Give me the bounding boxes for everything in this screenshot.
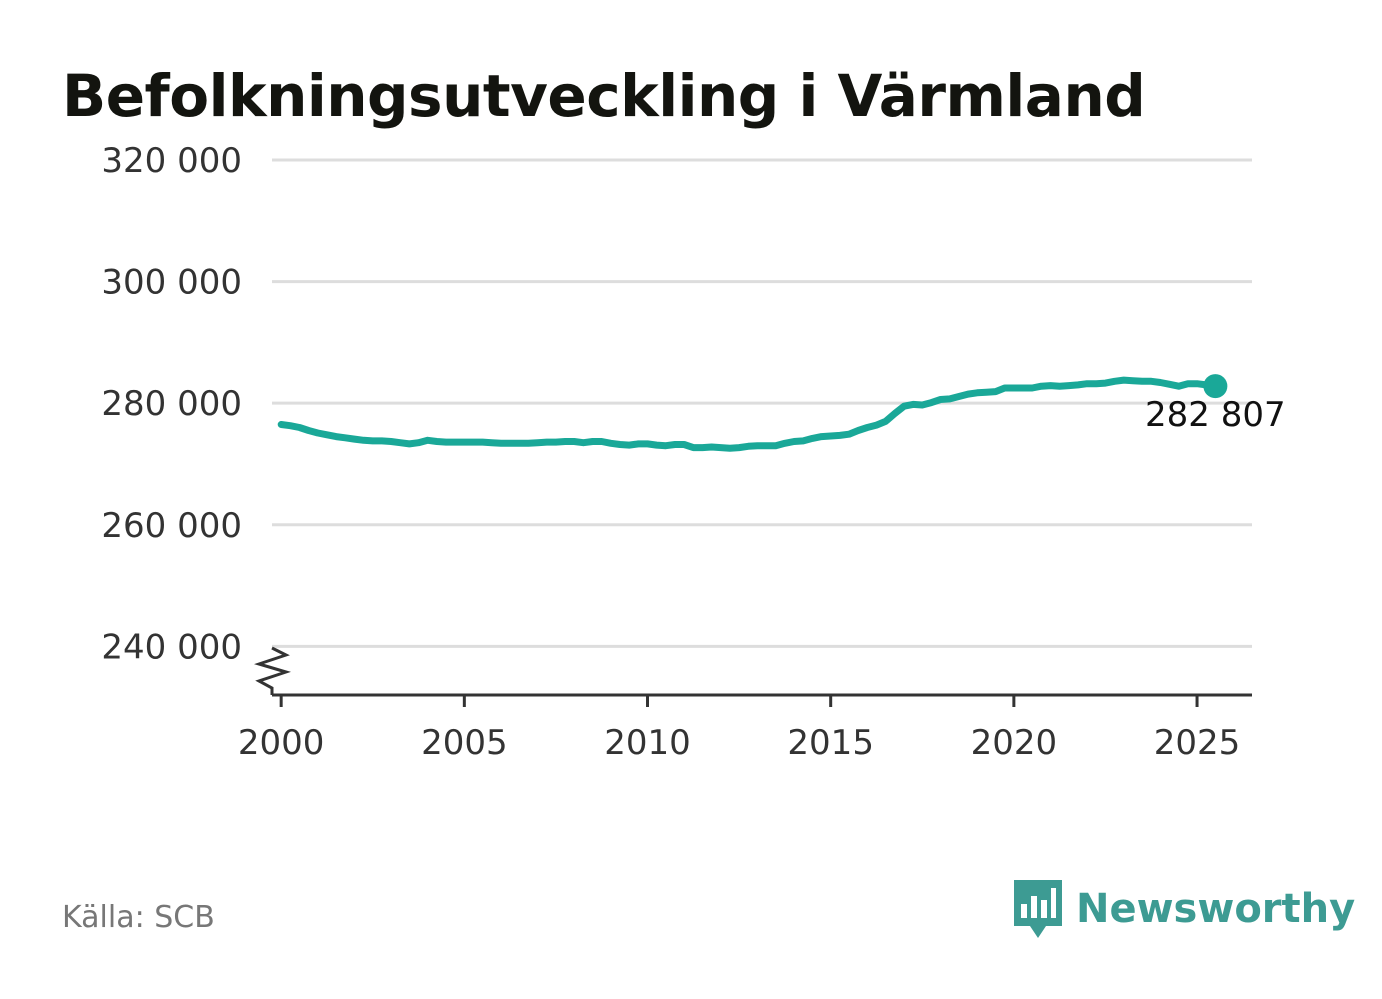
y-tick-label: 280 000 [101,384,242,424]
newsworthy-logo-icon [1014,880,1062,938]
x-tick-label: 2010 [604,723,691,763]
y-tick-label: 260 000 [101,506,242,546]
y-tick-label: 240 000 [101,627,242,667]
series-group [277,374,1228,452]
annotations: 282 807 [1145,395,1286,435]
y-axis-ticks: 240 000 260 000 280 000 300 000 320 000 [101,141,242,667]
x-tick-label: 2025 [1154,723,1241,763]
axis-break-icon [254,646,291,695]
x-tick-label: 2020 [971,723,1058,763]
x-axis-ticks: 2000 2005 2010 2015 2020 2025 [238,695,1240,763]
x-tick-label: 2000 [238,723,325,763]
grid-lines [272,158,1252,648]
end-value-label: 282 807 [1145,395,1286,435]
y-tick-label: 320 000 [101,141,242,181]
x-tick-label: 2015 [787,723,874,763]
chart-title: Befolkningsutveckling i Värmland [62,62,1146,130]
brand-name: Newsworthy [1076,886,1356,932]
end-point-marker [1203,374,1228,399]
x-axis [254,646,1252,697]
source-label: Källa: SCB [62,900,215,935]
newsworthy-logo: Newsworthy [1012,878,1355,940]
series-line [277,376,1219,452]
x-tick-label: 2005 [421,723,508,763]
y-tick-label: 300 000 [101,263,242,303]
